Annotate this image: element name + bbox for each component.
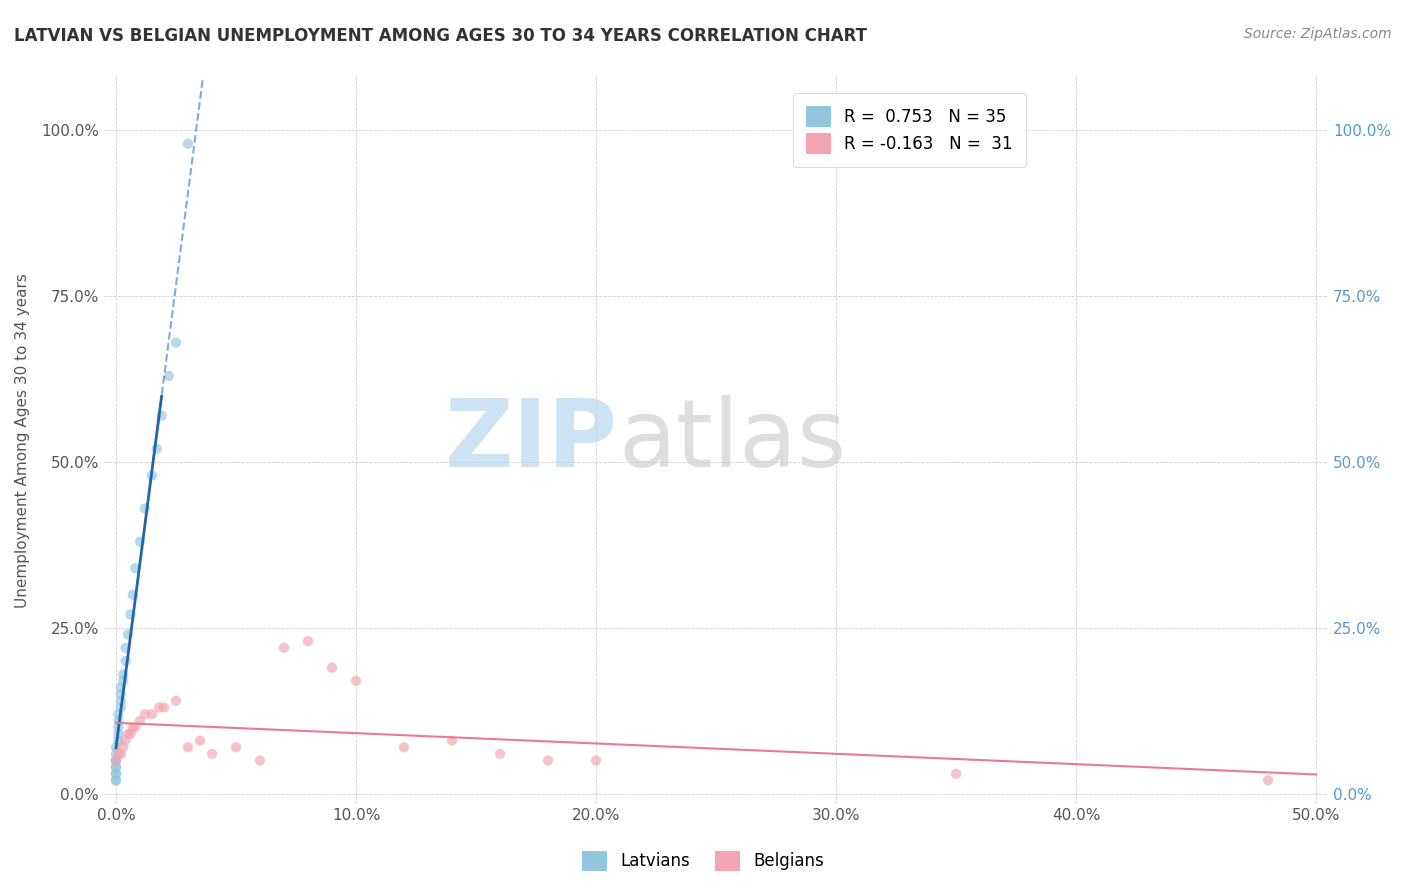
Point — [585, 754, 607, 768]
Point — [114, 654, 136, 668]
Point — [392, 740, 415, 755]
Point — [129, 534, 152, 549]
Point — [188, 733, 211, 747]
Point — [110, 681, 132, 695]
Point — [150, 409, 173, 423]
Point — [321, 661, 343, 675]
Point — [104, 754, 127, 768]
Point — [107, 707, 129, 722]
Point — [225, 740, 247, 755]
Point — [273, 640, 295, 655]
Point — [165, 694, 187, 708]
Text: LATVIAN VS BELGIAN UNEMPLOYMENT AMONG AGES 30 TO 34 YEARS CORRELATION CHART: LATVIAN VS BELGIAN UNEMPLOYMENT AMONG AG… — [14, 27, 868, 45]
Point — [124, 561, 146, 575]
Point — [114, 733, 136, 747]
Text: ZIP: ZIP — [446, 394, 619, 486]
Point — [104, 754, 127, 768]
Point — [104, 766, 127, 780]
Point — [157, 368, 180, 383]
Point — [177, 740, 200, 755]
Point — [107, 747, 129, 761]
Point — [104, 760, 127, 774]
Point — [112, 740, 135, 755]
Point — [104, 766, 127, 780]
Point — [120, 607, 142, 622]
Point — [107, 733, 129, 747]
Point — [104, 754, 127, 768]
Point — [112, 673, 135, 688]
Point — [141, 707, 163, 722]
Point — [110, 747, 132, 761]
Point — [121, 588, 143, 602]
Point — [177, 136, 200, 151]
Point — [104, 773, 127, 788]
Point — [153, 700, 176, 714]
Point — [120, 727, 142, 741]
Point — [489, 747, 512, 761]
Point — [297, 634, 319, 648]
Point — [110, 700, 132, 714]
Point — [117, 727, 139, 741]
Point — [148, 700, 170, 714]
Point — [124, 720, 146, 734]
Text: Source: ZipAtlas.com: Source: ZipAtlas.com — [1244, 27, 1392, 41]
Point — [107, 727, 129, 741]
Point — [344, 673, 367, 688]
Point — [146, 442, 169, 456]
Point — [104, 773, 127, 788]
Point — [537, 754, 560, 768]
Y-axis label: Unemployment Among Ages 30 to 34 years: Unemployment Among Ages 30 to 34 years — [15, 273, 30, 608]
Point — [440, 733, 463, 747]
Legend: R =  0.753   N = 35, R = -0.163   N =  31: R = 0.753 N = 35, R = -0.163 N = 31 — [793, 93, 1026, 167]
Point — [129, 714, 152, 728]
Point — [134, 707, 156, 722]
Point — [165, 335, 187, 350]
Point — [110, 694, 132, 708]
Point — [107, 714, 129, 728]
Point — [114, 640, 136, 655]
Point — [945, 766, 967, 780]
Legend: Latvians, Belgians: Latvians, Belgians — [574, 842, 832, 880]
Point — [1257, 773, 1279, 788]
Point — [107, 720, 129, 734]
Point — [104, 747, 127, 761]
Text: atlas: atlas — [619, 394, 846, 486]
Point — [201, 747, 224, 761]
Point — [110, 687, 132, 701]
Point — [104, 740, 127, 755]
Point — [141, 468, 163, 483]
Point — [121, 720, 143, 734]
Point — [104, 760, 127, 774]
Point — [117, 627, 139, 641]
Point — [112, 667, 135, 681]
Point — [134, 501, 156, 516]
Point — [249, 754, 271, 768]
